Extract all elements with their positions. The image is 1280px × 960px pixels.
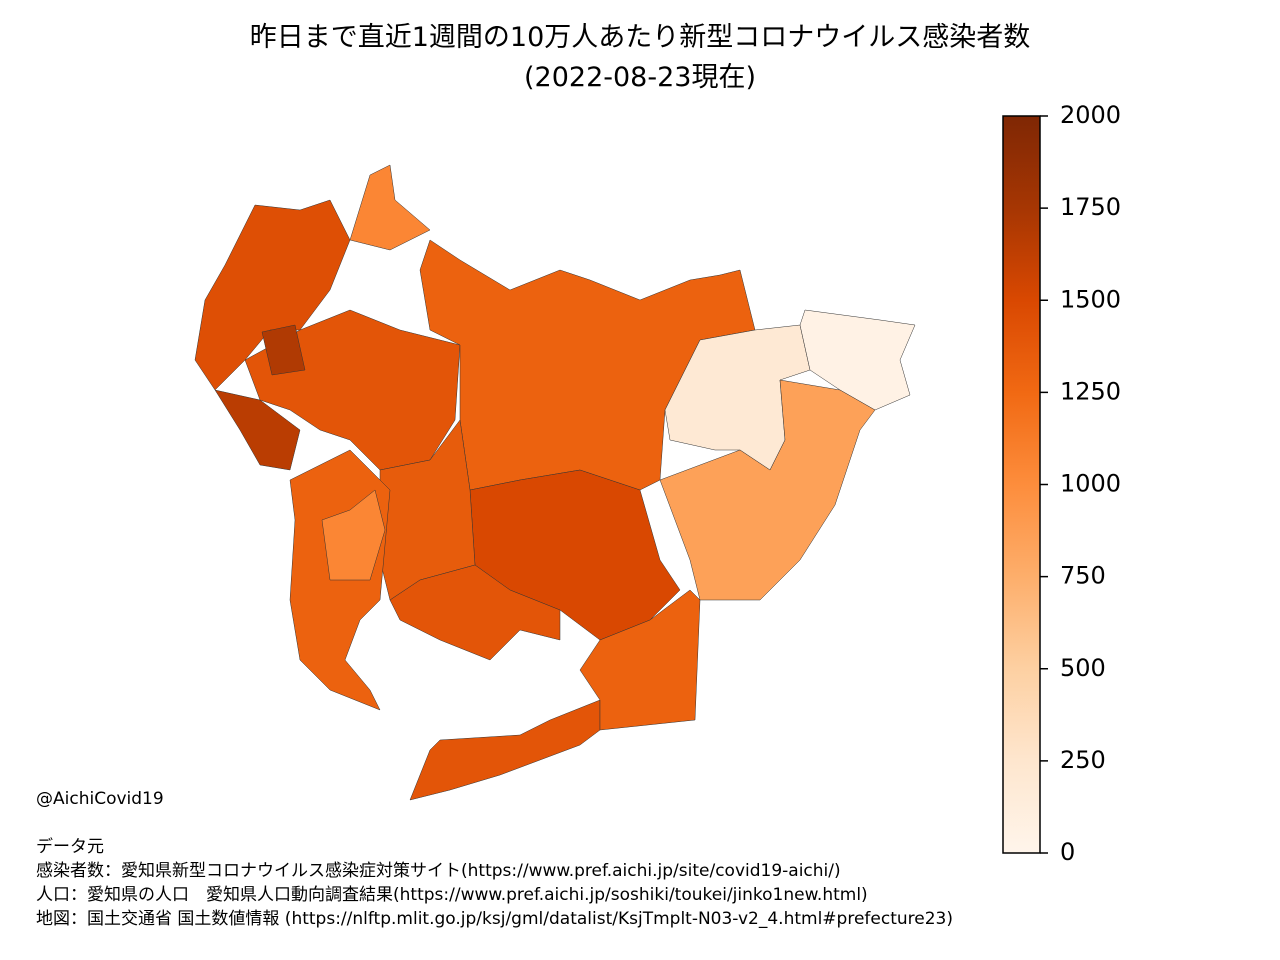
region bbox=[214, 389, 301, 471]
credit: @AichiCovid19 bbox=[36, 789, 164, 809]
colorbar-tick-label: 1500 bbox=[1060, 285, 1121, 313]
sources: 感染者数：愛知県新型コロナウイルス感染症対策サイト(https://www.pr… bbox=[36, 861, 953, 929]
colorbar-tick-label: 500 bbox=[1060, 654, 1106, 682]
colorbar-tick-label: 750 bbox=[1060, 562, 1106, 590]
colorbar-tick-label: 0 bbox=[1060, 838, 1075, 866]
colorbar-fill bbox=[1002, 115, 1041, 854]
region bbox=[389, 564, 561, 661]
region bbox=[409, 699, 601, 801]
map-regions bbox=[194, 164, 916, 801]
colorbar-tick-label: 2000 bbox=[1060, 101, 1121, 129]
colorbar: 0 250 500 750 1000 1250 1500 1750 2000 bbox=[1002, 101, 1121, 866]
region bbox=[799, 309, 916, 411]
region bbox=[579, 589, 701, 731]
colorbar-tick-label: 1000 bbox=[1060, 470, 1121, 498]
region bbox=[659, 379, 876, 601]
map-title: 昨日まで直近1週間の10万人あたり新型コロナウイルス感染者数 bbox=[250, 22, 1031, 53]
map-subtitle: (2022-08-23現在) bbox=[524, 62, 756, 93]
region bbox=[349, 164, 431, 251]
colorbar-tick-label: 250 bbox=[1060, 746, 1106, 774]
region bbox=[321, 489, 386, 581]
source-heading: データ元 bbox=[36, 836, 104, 857]
source-line: 人口：愛知県の人口 愛知県人口動向調査結果(https://www.pref.a… bbox=[36, 885, 868, 905]
colorbar-tick-label: 1250 bbox=[1060, 377, 1121, 405]
region bbox=[261, 324, 306, 376]
source-line: 感染者数：愛知県新型コロナウイルス感染症対策サイト(https://www.pr… bbox=[36, 861, 841, 881]
source-line: 地図：国土交通省 国土数値情報 (https://nlftp.mlit.go.j… bbox=[36, 909, 953, 929]
colorbar-tick-label: 1750 bbox=[1060, 193, 1121, 221]
